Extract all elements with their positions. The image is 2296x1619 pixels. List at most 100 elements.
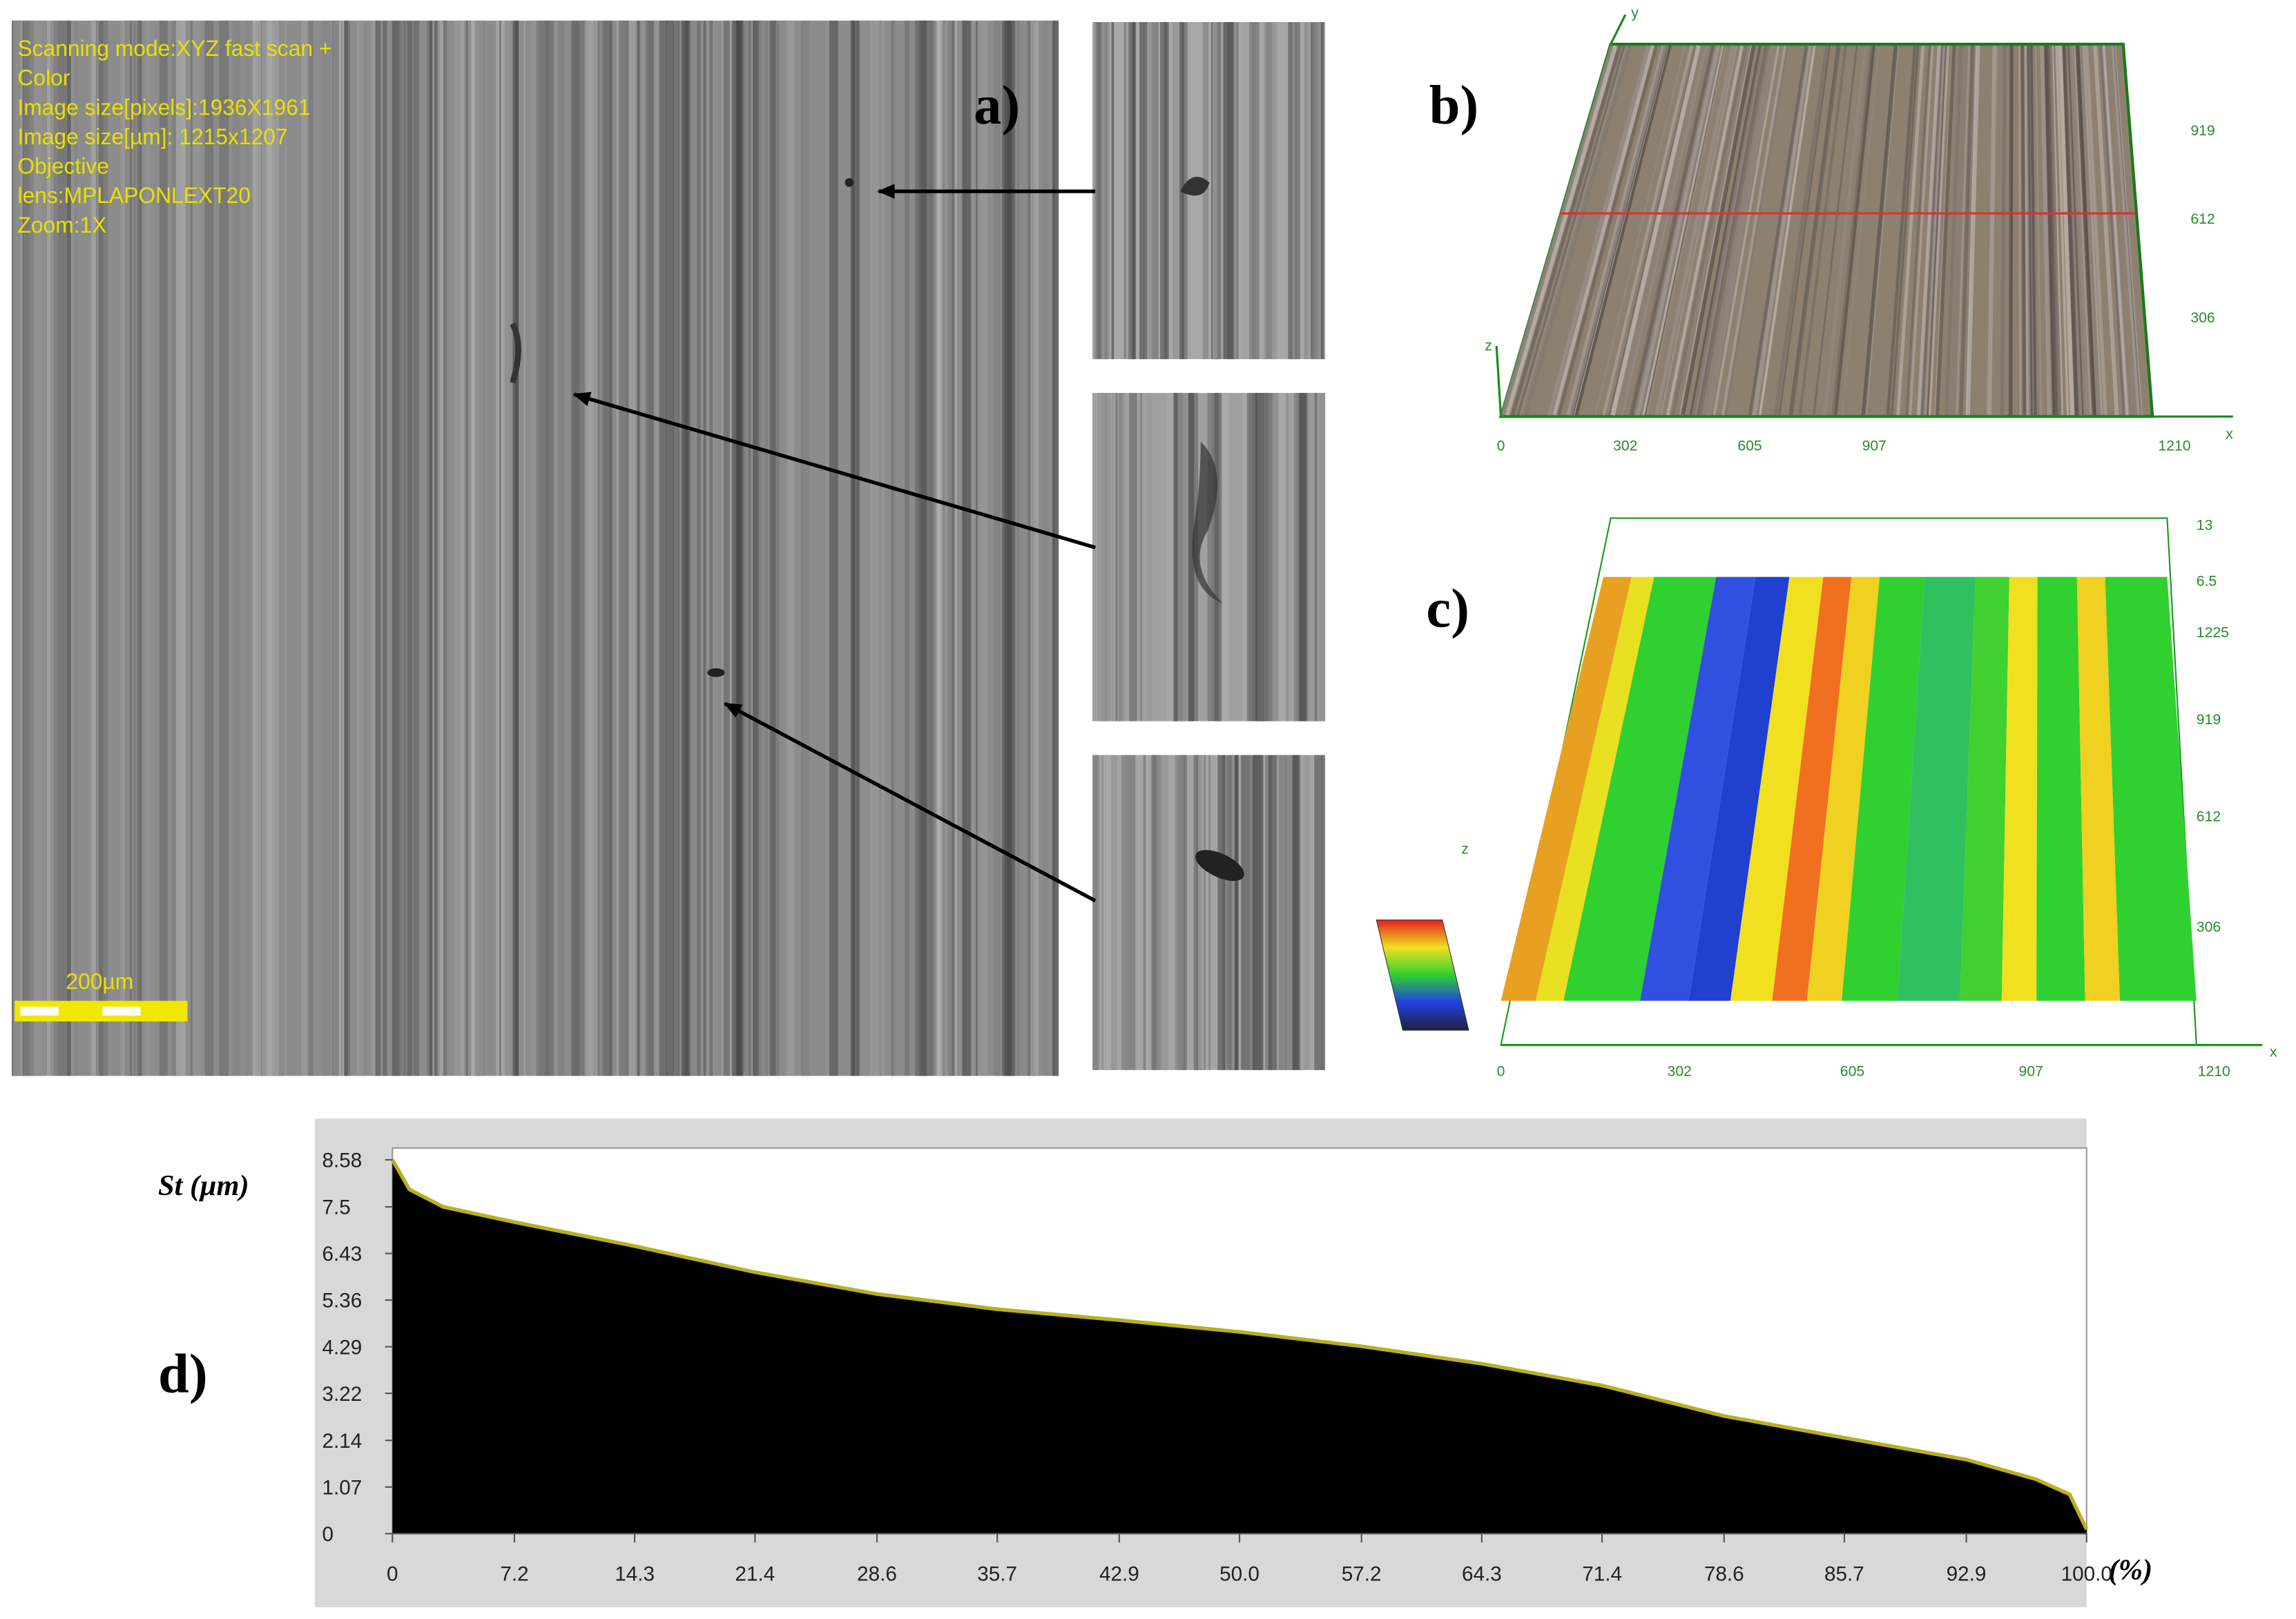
texture xyxy=(1262,393,1268,721)
axis-line xyxy=(1610,14,1627,45)
texture xyxy=(470,20,476,1076)
texture xyxy=(665,20,674,1076)
texture xyxy=(1706,45,1775,416)
texture xyxy=(437,20,444,1076)
texture xyxy=(1249,21,1257,360)
texture xyxy=(131,20,139,1076)
texture xyxy=(697,20,701,1076)
texture xyxy=(1188,393,1195,721)
texture xyxy=(2055,46,2070,416)
x-tick-label: 50.0 xyxy=(1219,1563,1260,1586)
texture xyxy=(1119,393,1125,721)
texture xyxy=(358,20,363,1076)
texture xyxy=(632,20,635,1076)
texture xyxy=(2101,45,2129,416)
texture xyxy=(499,20,501,1076)
arrow xyxy=(572,391,1096,550)
texture xyxy=(1666,45,1744,416)
texture xyxy=(1211,393,1222,721)
texture xyxy=(1111,21,1114,360)
texture xyxy=(735,20,743,1076)
texture xyxy=(1291,393,1295,721)
texture xyxy=(1314,755,1324,1070)
x-tick-label: 0 xyxy=(1497,1063,1505,1079)
texture xyxy=(467,20,471,1076)
texture xyxy=(224,20,232,1076)
height-map xyxy=(2076,576,2121,1001)
x-tick-label: 907 xyxy=(2018,1063,2043,1079)
texture xyxy=(13,20,23,1076)
texture xyxy=(677,20,685,1076)
texture xyxy=(709,20,713,1076)
texture xyxy=(1174,393,1183,721)
y-tick-label: 1.07 xyxy=(322,1476,363,1499)
texture xyxy=(1148,21,1154,360)
height-map xyxy=(1842,576,1925,1001)
texture xyxy=(1636,45,1721,416)
texture xyxy=(1167,393,1175,721)
x-tick-label: 42.9 xyxy=(1099,1563,1139,1586)
x-tick-label: 1210 xyxy=(2198,1063,2230,1079)
right-tick-label: 612 xyxy=(2197,808,2221,825)
texture xyxy=(1611,45,1701,416)
texture xyxy=(322,20,331,1076)
texture xyxy=(600,20,606,1076)
arrow xyxy=(723,701,1097,903)
texture xyxy=(539,20,546,1076)
texture xyxy=(979,20,988,1076)
texture xyxy=(1160,21,1168,360)
x-tick-label: 302 xyxy=(1613,437,1637,454)
overlay-text: Zoom:1X xyxy=(17,213,106,237)
texture xyxy=(682,20,684,1076)
texture xyxy=(1095,21,1098,360)
texture xyxy=(1547,45,1651,416)
texture xyxy=(1511,45,1622,416)
texture xyxy=(2099,45,2126,416)
height-map xyxy=(1535,576,1655,1001)
texture xyxy=(1184,755,1188,1070)
y-tick-label: 0 xyxy=(322,1523,334,1546)
abbott-curve: 0 7.2 14.3 21.4 28.6 35.7 42.9 50.0 57.2 64.3 71.4… xyxy=(314,1118,2112,1607)
texture xyxy=(1791,45,1841,416)
texture xyxy=(1175,755,1184,1070)
panel-label: a) xyxy=(974,75,1020,136)
texture xyxy=(1671,45,1748,416)
texture xyxy=(1278,393,1285,721)
texture xyxy=(597,20,601,1076)
texture xyxy=(73,20,77,1076)
axis-name: x xyxy=(2270,1044,2277,1060)
texture xyxy=(1140,21,1148,360)
texture xyxy=(609,20,613,1076)
x-tick-label: 92.9 xyxy=(1947,1563,1987,1586)
texture xyxy=(1293,755,1299,1070)
texture xyxy=(261,20,272,1076)
texture xyxy=(1634,45,1719,416)
x-tick-label: 1210 xyxy=(2158,437,2190,454)
texture xyxy=(1822,45,1867,416)
texture xyxy=(301,20,308,1076)
texture xyxy=(1916,45,1942,416)
texture xyxy=(684,20,691,1076)
defect xyxy=(707,668,725,677)
texture xyxy=(1304,21,1308,360)
texture xyxy=(192,20,201,1076)
texture xyxy=(151,20,155,1076)
texture xyxy=(1638,45,1723,416)
texture xyxy=(1173,393,1178,721)
texture xyxy=(703,20,706,1076)
texture xyxy=(1748,45,1808,416)
texture xyxy=(159,20,168,1076)
overlay-text: Scanning mode:XYZ fast scan + xyxy=(17,36,331,61)
texture xyxy=(1569,45,1668,416)
axis-name: x xyxy=(2226,425,2233,442)
texture xyxy=(1217,21,1221,360)
texture xyxy=(781,20,787,1076)
x-tick-label: 64.3 xyxy=(1462,1563,1502,1586)
texture xyxy=(1923,45,1946,416)
texture xyxy=(1655,45,1735,416)
y-tick-label: 4.29 xyxy=(322,1336,363,1359)
texture xyxy=(1126,755,1136,1070)
texture xyxy=(1831,45,1874,416)
overlay-text: Image size[pixels]:1936X1961 xyxy=(17,95,310,119)
